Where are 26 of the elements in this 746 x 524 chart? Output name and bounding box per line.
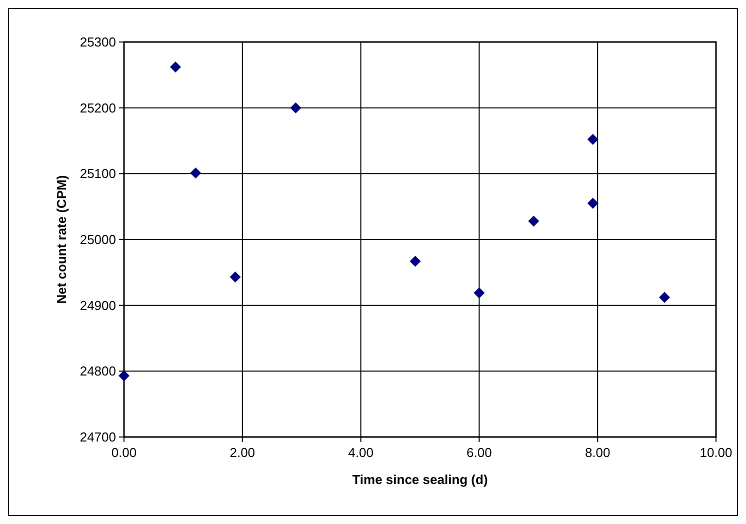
point — [230, 272, 241, 283]
y-tick-label: 24700 — [80, 430, 116, 445]
point — [528, 216, 540, 227]
point — [290, 102, 302, 114]
y-tick-label: 25200 — [80, 100, 116, 116]
x-tick-label: 8.00 — [584, 445, 610, 460]
point — [118, 370, 130, 382]
point — [587, 198, 598, 209]
y-tick-label: 24800 — [80, 364, 116, 379]
x-tick-label: 6.00 — [466, 445, 492, 460]
point — [190, 168, 202, 179]
y-axis-title: Net count rate (CPM) — [54, 175, 69, 304]
point — [658, 292, 670, 303]
point — [474, 287, 485, 298]
x-tick-label: 2.00 — [230, 445, 256, 460]
y-tick-label: 25000 — [80, 232, 116, 248]
y-tick-label: 25100 — [80, 166, 116, 182]
y-tick-label: 24900 — [80, 298, 116, 313]
point — [170, 62, 182, 73]
x-axis-title: Time since sealing (d) — [352, 472, 488, 487]
point — [587, 134, 598, 145]
y-tick-label: 25300 — [80, 34, 116, 50]
x-tick-label: 10.00 — [700, 445, 732, 460]
x-tick-label: 0.00 — [111, 445, 137, 460]
point — [410, 256, 421, 267]
x-tick-label: 4.00 — [348, 445, 374, 460]
